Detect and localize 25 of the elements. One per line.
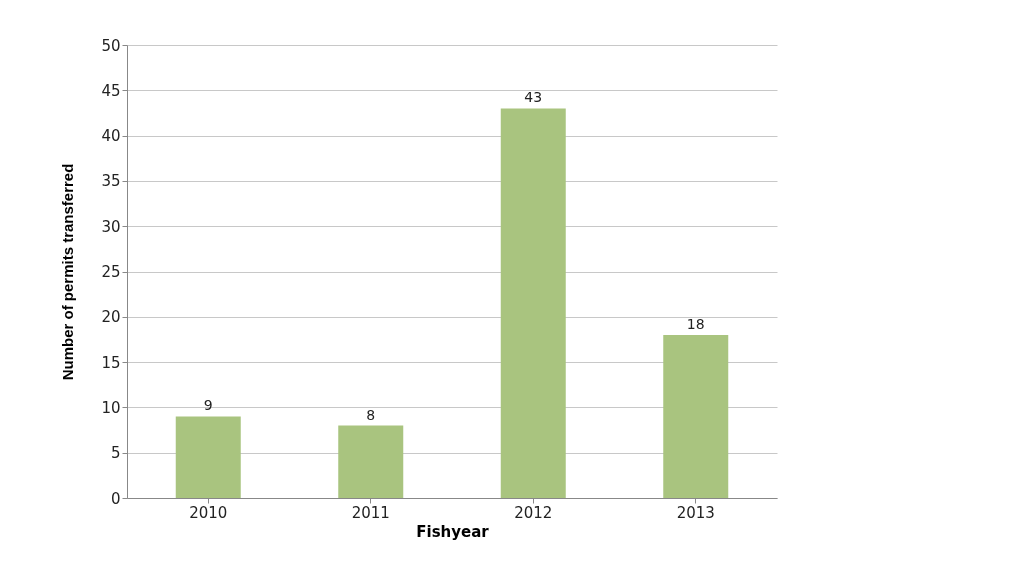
bar [663, 334, 729, 498]
y-tick-label: 20 [101, 308, 121, 327]
y-tick-label: 5 [110, 444, 121, 463]
x-tick-label: 2010 [189, 503, 228, 522]
y-axis-title: Number of permits transferred [59, 163, 77, 381]
y-tick-label: 45 [101, 81, 121, 100]
bar [500, 108, 566, 498]
y-tick-label: 30 [101, 217, 121, 236]
data-label: 8 [366, 406, 376, 423]
bar [175, 416, 241, 498]
y-tick-label: 50 [101, 36, 121, 55]
x-tick-label: 2013 [676, 503, 715, 522]
y-tick-label: 35 [101, 172, 121, 191]
data-label: 18 [686, 315, 705, 332]
y-tick-label: 25 [101, 263, 121, 281]
data-label: 43 [524, 89, 543, 106]
x-tick-label: 2012 [514, 503, 553, 522]
x-tick-label: 2011 [351, 503, 390, 522]
data-label: 9 [203, 397, 213, 414]
y-tick-label: 0 [110, 489, 121, 508]
y-tick-label: 40 [101, 127, 121, 146]
y-tick-label: 10 [101, 398, 121, 417]
bar [338, 425, 404, 498]
x-axis-title: Fishyear [416, 522, 490, 541]
y-tick-label: 15 [101, 353, 121, 372]
